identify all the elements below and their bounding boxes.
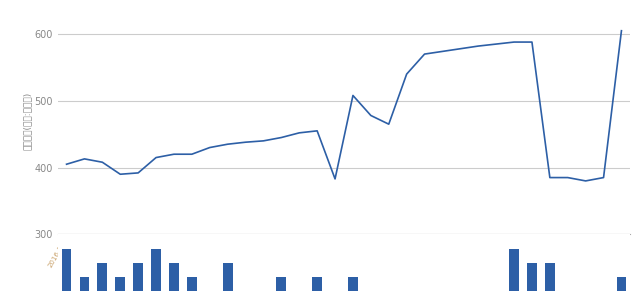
Bar — [151, 248, 161, 291]
Bar — [187, 277, 196, 291]
Bar — [509, 248, 519, 291]
Bar — [545, 263, 555, 291]
Bar — [616, 277, 627, 291]
Bar — [348, 277, 358, 291]
Bar — [312, 277, 322, 291]
Bar — [79, 277, 90, 291]
Bar — [97, 263, 108, 291]
Bar — [61, 248, 72, 291]
Y-axis label: 거래금액(단위:백만원): 거래금액(단위:백만원) — [22, 92, 31, 150]
Bar — [133, 263, 143, 291]
Bar — [115, 277, 125, 291]
Bar — [276, 277, 286, 291]
Bar — [223, 263, 232, 291]
Bar — [527, 263, 537, 291]
Bar — [169, 263, 179, 291]
